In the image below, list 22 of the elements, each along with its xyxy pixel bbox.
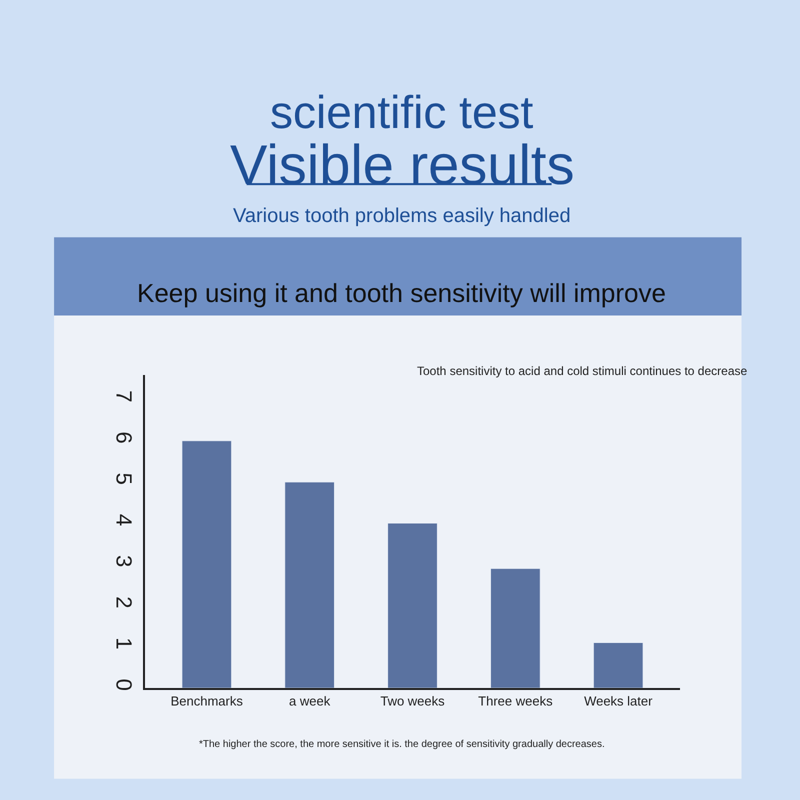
bar (182, 440, 232, 688)
text: Various tooth problems easily handled (233, 205, 571, 227)
y-tick-label: 0 (112, 678, 137, 691)
x-tick-label: Weeks later (584, 694, 654, 709)
y-tick-label: 3 (112, 555, 137, 568)
x-tick-label: Benchmarks (170, 694, 244, 709)
x-tick-label: Two weeks (380, 694, 446, 709)
y-tick-label: 6 (112, 431, 137, 444)
annotation: Tooth sensitivity to acid and cold stimuli continues to decrease (417, 364, 748, 378)
y-tick-label: 2 (112, 596, 137, 608)
y-tick-label: 5 (112, 472, 137, 485)
text: Keep using it and tooth sensitivity will improve (137, 278, 666, 308)
y-tick-label: 4 (112, 514, 137, 526)
bar (593, 642, 644, 688)
y-tick-label: 1 (112, 637, 137, 650)
y-tick-label: 7 (112, 390, 137, 403)
text: *The higher the score, the more sensitive it is. the degree of sensitivity gradually decreases. (199, 739, 605, 750)
x-tick-label: Three weeks (478, 694, 554, 709)
bar (284, 482, 335, 688)
bar (388, 523, 438, 688)
x-tick-label: a week (289, 694, 331, 709)
bar (490, 568, 540, 688)
